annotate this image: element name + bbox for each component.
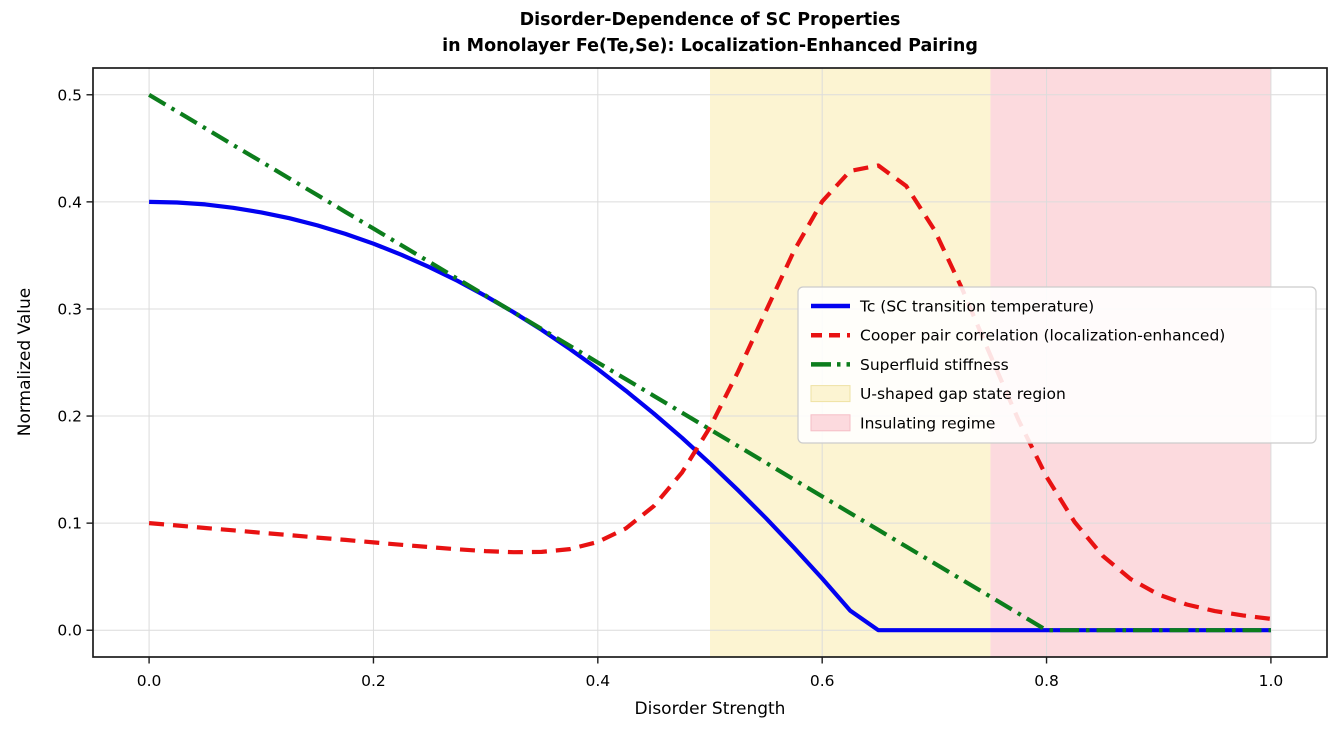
- y-tick-label: 0.3: [57, 300, 82, 318]
- y-tick-label: 0.0: [57, 622, 82, 640]
- legend-swatch-4: [810, 414, 851, 432]
- y-tick-label: 0.2: [57, 408, 82, 426]
- legend-swatch-3: [810, 385, 851, 403]
- x-tick-label: 0.4: [585, 672, 610, 690]
- chart-title-line2: in Monolayer Fe(Te,Se): Localization-Enh…: [442, 36, 978, 56]
- chart-title-line1: Disorder-Dependence of SC Properties: [520, 10, 901, 30]
- legend-label: Tc (SC transition temperature): [859, 298, 1094, 316]
- legend-label: Cooper pair correlation (localization-en…: [860, 327, 1225, 345]
- y-tick-label: 0.5: [57, 86, 82, 104]
- y-axis-label: Normalized Value: [15, 288, 35, 437]
- x-tick-label: 1.0: [1259, 672, 1284, 690]
- x-tick-label: 0.8: [1034, 672, 1059, 690]
- series-line-1: [148, 163, 1272, 621]
- y-tick-label: 0.1: [57, 515, 82, 533]
- x-tick-label: 0.6: [810, 672, 835, 690]
- series-line-0: [149, 199, 1271, 633]
- legend-label: Insulating regime: [860, 414, 995, 432]
- legend-box: [797, 286, 1317, 444]
- plot-frame: [92, 67, 1328, 658]
- y-tick-label: 0.4: [57, 193, 82, 211]
- x-axis-label: Disorder Strength: [635, 699, 786, 719]
- legend-label: Superfluid stiffness: [860, 356, 1009, 374]
- x-tick-label: 0.2: [361, 672, 386, 690]
- legend-label: U-shaped gap state region: [860, 385, 1066, 403]
- x-tick-label: 0.0: [137, 672, 162, 690]
- legend: Tc (SC transition temperature) Cooper pai…: [797, 286, 1317, 444]
